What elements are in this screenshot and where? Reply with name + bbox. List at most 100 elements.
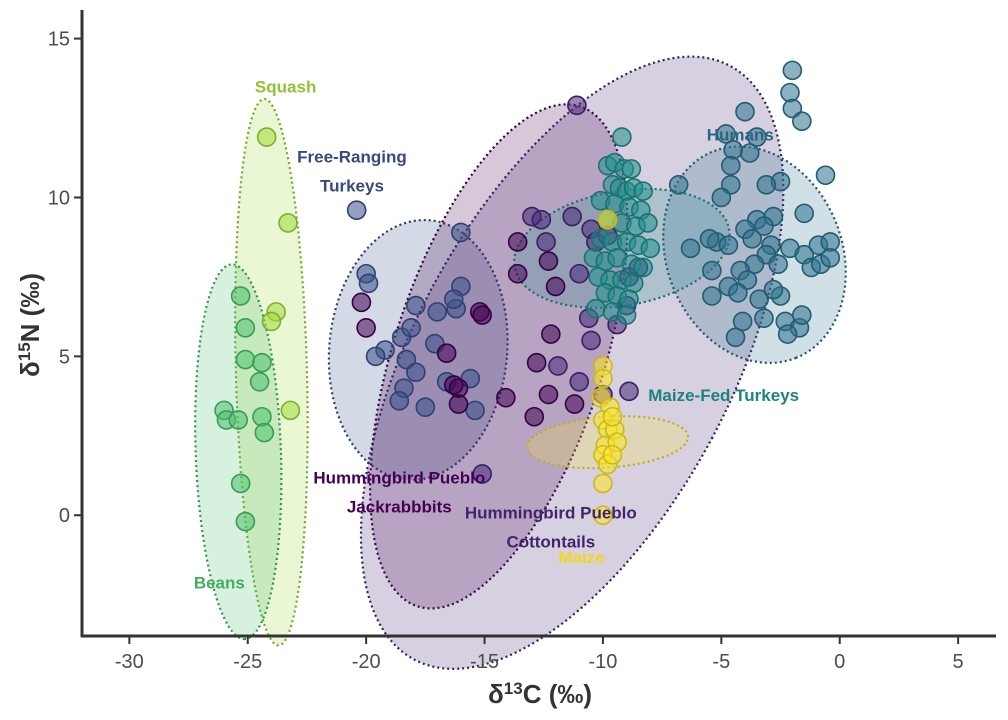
point-hummingbird-pueblo-jackrabbbits	[545, 276, 566, 297]
x-tick-label: -5	[712, 651, 730, 673]
series-maize-fed-turkeys	[583, 127, 661, 325]
point-maize-fed-turkeys	[633, 181, 653, 201]
point-humans	[702, 260, 722, 281]
point-free-ranging-turkeys	[406, 362, 426, 383]
label-squash: Squash	[255, 78, 316, 97]
tick-layer: -30 -25 -20 -15 -10 -5 0 5 0 5 10 15	[48, 29, 964, 673]
series-hummingbird-pueblo-jackrabbbits	[351, 232, 585, 427]
point-humans	[777, 324, 798, 344]
point-humans	[702, 286, 722, 306]
point-hummingbird-pueblo-jackrabbbits	[524, 406, 545, 427]
point-maize	[593, 473, 613, 494]
point-free-ranging-turkeys	[365, 346, 386, 367]
point-hummingbird-pueblo-jackrabbbits	[538, 251, 559, 271]
point-free-ranging-turkeys	[465, 400, 485, 421]
point-maize-fed-turkeys	[616, 305, 637, 325]
point-hummingbird-pueblo-cottontails	[536, 232, 556, 252]
ellipse-squash	[234, 97, 309, 647]
point-hummingbird-pueblo-cottontails	[581, 330, 601, 351]
point-hummingbird-pueblo-jackrabbbits	[538, 384, 559, 405]
label-hummingbird-pueblo-cottontails: Hummingbird Pueblo Cottontails	[465, 503, 637, 551]
label-humans: Humans	[707, 125, 774, 144]
y-tick-label: 5	[59, 346, 70, 368]
point-humans	[742, 228, 762, 249]
point-beans	[249, 371, 270, 392]
point-maize-fed-turkeys	[586, 298, 606, 319]
point-humans	[763, 279, 784, 300]
point-maize-fed-turkeys	[612, 127, 632, 147]
y-tick-label: 15	[48, 29, 70, 51]
point-maize-fed-turkeys	[619, 289, 639, 309]
point-free-ranging-turkeys	[406, 295, 426, 316]
point-hummingbird-pueblo-cottontails	[569, 263, 590, 284]
x-tick-label: -30	[115, 651, 144, 673]
point-humans	[792, 305, 812, 325]
point-beans	[254, 422, 275, 443]
point-hummingbird-pueblo-jackrabbbits	[507, 232, 528, 252]
series-beans	[214, 286, 275, 532]
point-hummingbird-pueblo-jackrabbbits	[356, 317, 376, 338]
point-beans	[235, 317, 256, 338]
point-free-ranging-turkeys	[389, 391, 410, 411]
group-label-layer: Squash Beans Free-Ranging Turkeys Hummingbir…	[194, 78, 799, 593]
x-tick-label: -20	[352, 651, 381, 673]
point-hummingbird-pueblo-cottontails	[619, 381, 639, 402]
point-free-ranging-turkeys	[443, 289, 464, 309]
label-free-ranging-turkeys: Free-Ranging Turkeys	[297, 148, 407, 196]
point-humans	[747, 127, 767, 147]
point-humans	[711, 187, 732, 208]
x-tick-label: 0	[834, 651, 845, 673]
point-hummingbird-pueblo-jackrabbbits	[496, 387, 516, 408]
point-squash	[256, 127, 277, 147]
point-hummingbird-pueblo-cottontails	[569, 371, 590, 392]
point-hummingbird-pueblo-cottontails	[567, 95, 587, 116]
point-free-ranging-turkeys	[427, 302, 447, 322]
point-beans	[230, 473, 251, 494]
point-maize	[593, 368, 613, 389]
point-beans	[252, 406, 272, 427]
point-free-ranging-turkeys	[358, 273, 379, 294]
point-hummingbird-pueblo-cottontails	[472, 464, 492, 484]
y-tick-label: 0	[59, 505, 70, 527]
y-tick-label: 10	[48, 187, 70, 209]
point-maize-fed-turkeys	[621, 159, 642, 179]
point-squash	[278, 213, 298, 233]
point-hummingbird-pueblo-cottontails	[562, 206, 582, 227]
point-hummingbird-pueblo-jackrabbbits	[507, 263, 528, 284]
point-humans	[780, 82, 800, 103]
point-layer	[214, 60, 841, 532]
point-humans	[768, 254, 788, 275]
point-humans	[680, 238, 701, 259]
label-maize: Maize	[558, 548, 604, 567]
point-humans	[749, 289, 770, 309]
point-humans	[716, 124, 736, 144]
series-squash	[256, 127, 301, 421]
point-free-ranging-turkeys	[401, 317, 421, 338]
point-humans	[718, 235, 739, 255]
point-beans	[235, 349, 256, 370]
point-hummingbird-pueblo-cottontails	[548, 356, 568, 376]
point-free-ranging-turkeys	[346, 200, 367, 220]
x-tick-label: -15	[470, 651, 499, 673]
point-maize-fed-turkeys	[633, 257, 653, 278]
point-humans	[792, 111, 812, 132]
point-hummingbird-pueblo-jackrabbbits	[448, 394, 469, 414]
point-humans	[735, 101, 755, 122]
point-maize	[602, 445, 623, 465]
point-maize	[602, 406, 623, 427]
y-axis-title: δ15N (‰)	[15, 273, 46, 377]
point-hummingbird-pueblo-jackrabbbits	[564, 394, 585, 414]
point-humans	[794, 203, 815, 224]
label-hummingbird-pueblo-jackrabbbits: Hummingbird Pueblo Jackrabbbits	[313, 468, 485, 516]
point-free-ranging-turkeys	[415, 397, 436, 418]
point-humans	[725, 327, 746, 348]
point-humans	[815, 165, 836, 186]
point-humans	[732, 311, 753, 332]
point-humans	[820, 248, 841, 268]
point-beans	[252, 352, 272, 373]
point-humans	[668, 174, 689, 195]
point-hummingbird-pueblo-jackrabbbits	[472, 305, 492, 325]
point-humans	[782, 60, 803, 81]
label-maize-fed-turkeys: Maize-Fed Turkeys	[648, 386, 799, 405]
